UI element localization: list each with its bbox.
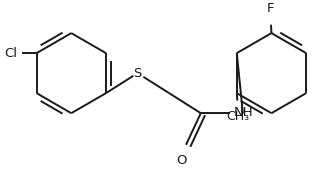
Text: S: S (133, 67, 142, 80)
Text: CH₃: CH₃ (226, 110, 249, 123)
Text: Cl: Cl (5, 47, 18, 60)
Text: NH: NH (234, 106, 253, 119)
Text: O: O (176, 154, 187, 167)
Text: F: F (267, 2, 274, 15)
